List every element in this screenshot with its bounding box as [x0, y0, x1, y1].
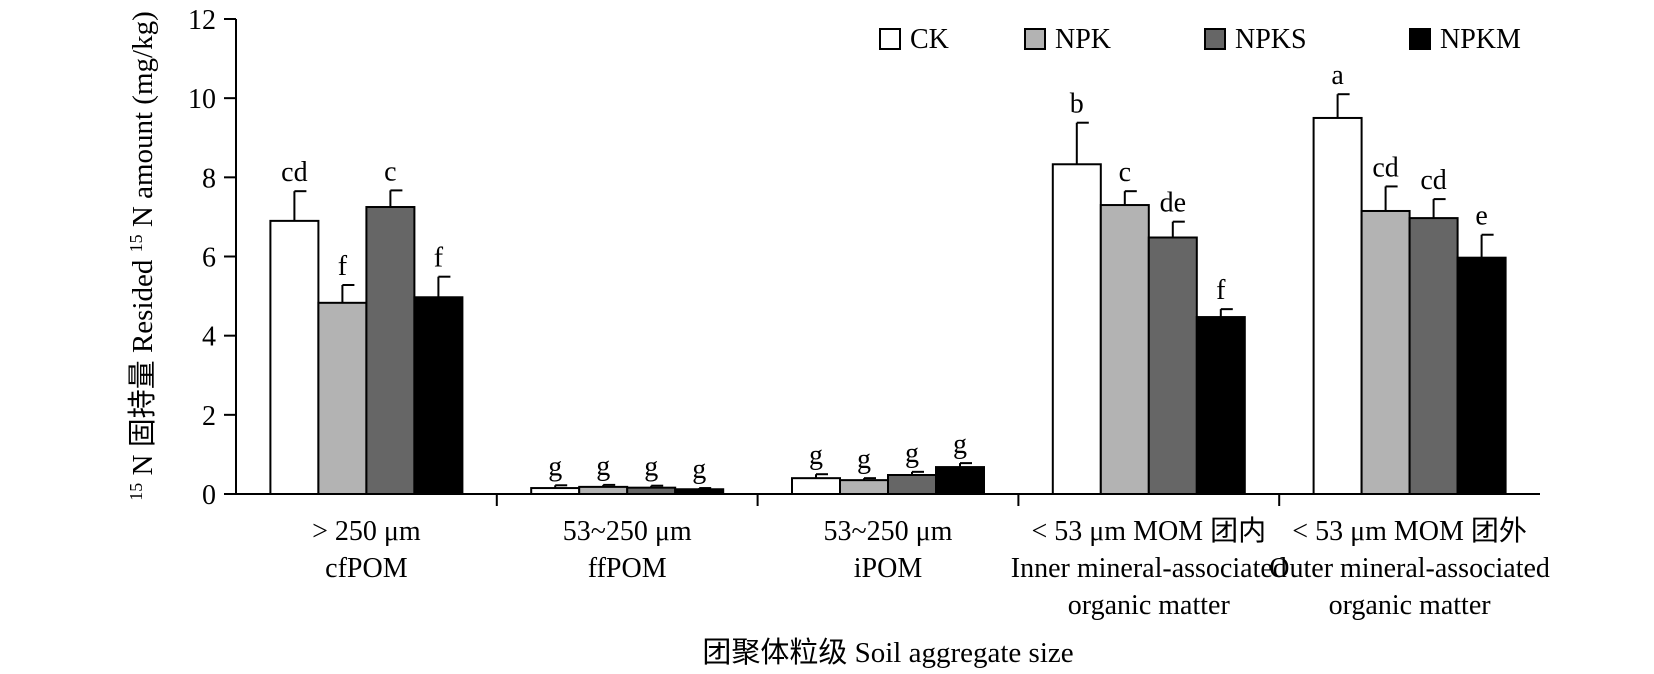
- category-label: iPOM: [854, 553, 923, 584]
- legend-swatch-npk: [1024, 28, 1046, 50]
- category-label: Outer mineral-associated: [1269, 553, 1550, 584]
- bar-npkm-2: [674, 488, 725, 495]
- bar-ck-4: [1051, 163, 1102, 495]
- category-label: 53~250 μm: [563, 516, 692, 547]
- legend-swatch-npks: [1204, 28, 1226, 50]
- significance-letter: f: [434, 243, 444, 274]
- category-label: organic matter: [1068, 590, 1231, 621]
- significance-letter: g: [809, 440, 823, 471]
- y-title-sup-2: 15: [126, 234, 146, 252]
- bar-npkm-3: [935, 466, 985, 496]
- significance-letter: c: [1119, 157, 1131, 188]
- significance-letter: e: [1475, 201, 1487, 232]
- y-tick-label: 12: [188, 5, 216, 36]
- bar-npkm-1: [413, 296, 464, 496]
- x-axis-title: 团聚体粒级 Soil aggregate size: [702, 636, 1073, 669]
- category-label: cfPOM: [325, 553, 408, 584]
- bar-ck-1: [269, 219, 320, 495]
- y-title-sup-1: 15: [126, 483, 146, 501]
- y-tick-label: 4: [202, 322, 216, 353]
- significance-letter: cd: [1420, 165, 1446, 196]
- significance-letter: f: [1216, 275, 1226, 306]
- legend-swatch-ck: [879, 28, 901, 50]
- legend-label-npks: NPKS: [1235, 24, 1307, 55]
- significance-letter: cd: [281, 157, 307, 188]
- category-labels: > 250 μm cfPOM 53~250 μm ffPOM 53~250 μm iPOM…: [312, 515, 1550, 621]
- bar-npks-4: [1147, 236, 1198, 495]
- significance-letter: g: [953, 429, 967, 460]
- significance-letter: f: [338, 251, 348, 282]
- y-ticks: 0 2 4 6 8 10 12: [188, 5, 236, 511]
- y-tick-label: 2: [202, 401, 216, 432]
- category-label: ffPOM: [588, 553, 667, 584]
- bar-ck-2: [530, 487, 581, 495]
- bar-npk-1: [317, 301, 368, 495]
- y-tick-label: 8: [202, 163, 216, 194]
- category-label: > 250 μm: [312, 516, 421, 547]
- bar-ck-3: [791, 477, 841, 495]
- y-axis-title: 15 N 固持量 Resided 15 N amount (mg/kg): [117, 11, 159, 500]
- category-label: 53~250 μm: [824, 516, 953, 547]
- category-label: < 53 μm MOM 团外: [1292, 515, 1527, 547]
- bar-npk-4: [1099, 204, 1150, 496]
- significance-letter: c: [384, 156, 396, 187]
- bar-npk-3: [839, 479, 889, 496]
- significance-letter: g: [548, 451, 562, 482]
- bar-npkm-5: [1456, 256, 1507, 495]
- x-ticks: [495, 494, 1281, 506]
- bar-npks-5: [1408, 217, 1459, 496]
- y-title-part-1: N 固持量 Resided: [126, 252, 159, 475]
- significance-letter: a: [1331, 60, 1344, 91]
- legend-label-npkm: NPKM: [1440, 24, 1521, 55]
- y-tick-label: 6: [202, 243, 216, 274]
- significance-letter: g: [692, 454, 706, 485]
- legend-label-ck: CK: [910, 24, 949, 55]
- significance-letter: g: [857, 444, 871, 475]
- legend: CK NPK NPKS NPKM: [879, 24, 1521, 55]
- bars: [269, 93, 1507, 496]
- bar-npks-2: [626, 486, 677, 495]
- bar-npkm-4: [1195, 316, 1246, 495]
- bar-npks-3: [887, 474, 937, 495]
- category-label: < 53 μm MOM 团内: [1031, 515, 1266, 547]
- y-title-part-2: N amount (mg/kg): [127, 11, 159, 227]
- category-label: Inner mineral-associated: [1011, 553, 1287, 584]
- legend-label-npk: NPK: [1055, 24, 1111, 55]
- significance-letter: de: [1160, 188, 1186, 219]
- y-tick-label: 0: [202, 480, 216, 511]
- bar-ck-5: [1312, 116, 1363, 495]
- bar-npks-1: [365, 206, 416, 495]
- bar-npk-5: [1360, 209, 1411, 496]
- significance-letter: cd: [1372, 152, 1398, 183]
- category-label: organic matter: [1329, 590, 1492, 621]
- bar-npk-2: [578, 485, 629, 495]
- significance-letter: b: [1070, 89, 1084, 120]
- significance-letter: g: [644, 452, 658, 483]
- y-tick-label: 10: [188, 84, 216, 115]
- significance-letter: g: [905, 438, 919, 469]
- legend-swatch-npkm: [1409, 28, 1431, 50]
- significance-letter: g: [596, 451, 610, 482]
